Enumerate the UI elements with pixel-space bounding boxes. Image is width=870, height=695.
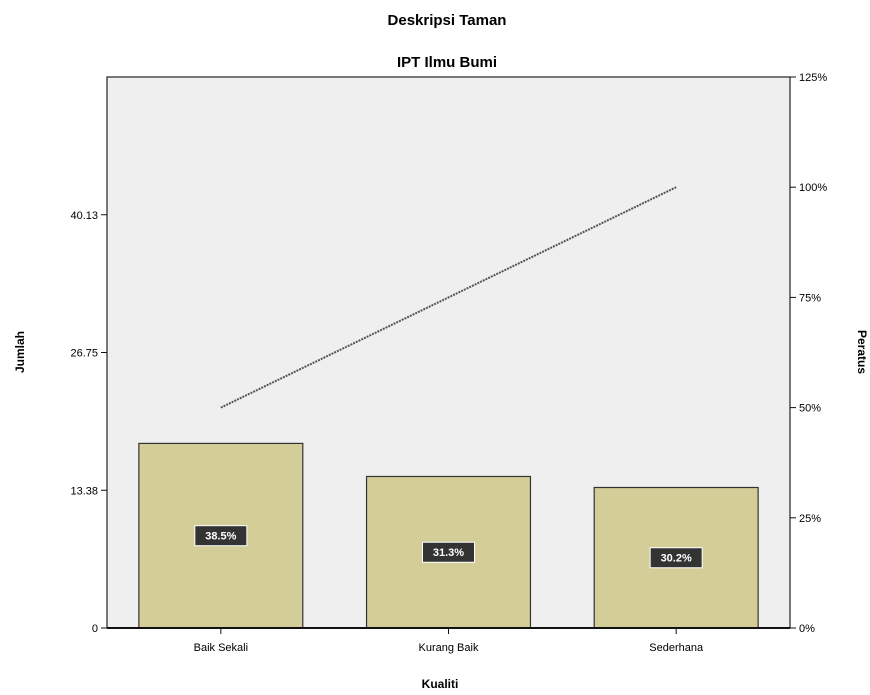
y2-tick-label-1: 25% — [799, 513, 821, 525]
x-tick-label-2: Sederhana — [649, 642, 704, 654]
y2-tick-label-0: 0% — [799, 623, 815, 635]
cumulative-line-group — [220, 186, 677, 409]
bar-label-0: 38.5% — [205, 531, 236, 543]
x-axis-label: Kualiti — [422, 677, 459, 691]
chart-subtitle: IPT Ilmu Bumi — [397, 54, 497, 71]
cumulative-line — [220, 186, 677, 409]
y-axis-label: Jumlah — [13, 331, 27, 373]
bar-label-box-1 — [422, 541, 475, 563]
x-tick-label-1: Kurang Baik — [419, 642, 479, 654]
bar-label-2: 30.2% — [661, 553, 692, 565]
y2-tick-label-4: 100% — [799, 182, 827, 194]
x-axis-ticks: Baik Sekali Kurang Baik Sederhana — [194, 628, 704, 654]
y2-tick-label-5: 125% — [799, 72, 827, 84]
x-tick-label-0: Baik Sekali — [194, 642, 248, 654]
y-tick-label-1: 13.38 — [70, 485, 98, 497]
bars-group: 38.5% 31.3% 30.2% — [138, 442, 759, 629]
y2-tick-label-2: 50% — [799, 403, 821, 415]
y2-tick-label-3: 75% — [799, 292, 821, 304]
bar-label-box-2 — [649, 547, 703, 569]
chart-title: Deskripsi Taman — [388, 12, 507, 29]
y-axis-left-ticks: 0 13.38 26.75 40.13 — [70, 210, 107, 635]
y-axis-right-ticks: 0% 25% 50% 75% 100% 125% — [790, 72, 827, 635]
y2-axis-label: Peratus — [855, 330, 869, 374]
y-tick-label-3: 40.13 — [70, 210, 98, 222]
bar-label-1: 31.3% — [433, 547, 464, 559]
y-tick-label-0: 0 — [92, 623, 98, 635]
y-tick-label-2: 26.75 — [70, 348, 98, 360]
bar-label-box-0 — [194, 525, 248, 547]
